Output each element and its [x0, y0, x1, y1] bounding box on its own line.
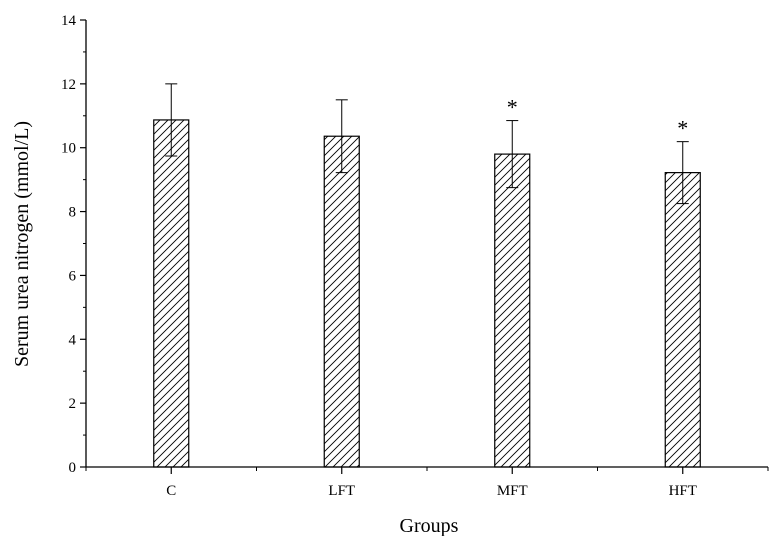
y-tick-label: 2: [69, 396, 77, 412]
x-tick-label: C: [166, 483, 176, 499]
y-tick-label: 14: [61, 13, 77, 29]
significance-marker: *: [507, 95, 518, 120]
y-tick-label: 0: [69, 460, 77, 476]
x-tick-label: MFT: [497, 483, 528, 499]
y-tick-label: 8: [69, 205, 77, 221]
y-tick-label: 4: [69, 332, 77, 348]
y-axis-title: Serum urea nitrogen (mmol/L): [11, 121, 33, 367]
y-tick-label: 6: [69, 268, 77, 284]
significance-marker: *: [677, 116, 688, 141]
x-tick-label: HFT: [669, 483, 697, 499]
bar-hft: [664, 172, 701, 468]
x-axis-title: Groups: [400, 515, 459, 536]
bar-c: [153, 119, 190, 468]
plot-area: 0 2 4 6 8 10 12 14 C LFT MFT * HFT *: [61, 13, 769, 499]
bar-lft: [323, 135, 360, 468]
y-tick-label: 10: [61, 141, 76, 157]
y-tick-label: 12: [61, 77, 76, 93]
x-tick-label: LFT: [328, 483, 355, 499]
bar-mft: [494, 153, 531, 468]
